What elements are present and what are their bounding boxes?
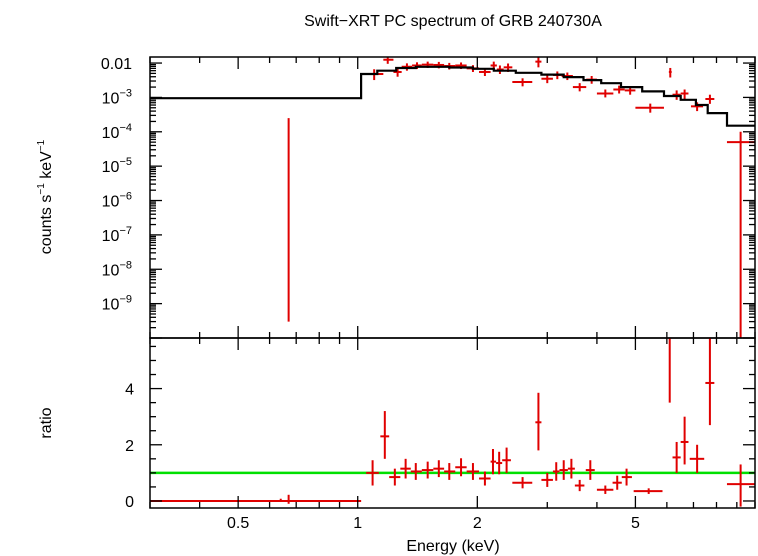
x-tick-label: 5 — [631, 515, 640, 532]
spectrum-point — [383, 57, 394, 64]
x-tick-label: 1 — [353, 515, 362, 532]
y-tick-label: 10−3 — [102, 87, 132, 107]
spectrum-point — [596, 89, 614, 98]
spectrum-axis-ticks: 0.01 10−3 10−4 10−5 10−6 10−7 10−8 10−9 — [101, 56, 756, 339]
ratio-point — [455, 458, 467, 477]
ratio-point — [444, 463, 456, 480]
ratio-point — [705, 338, 715, 426]
x-tick-label: 2 — [473, 515, 482, 532]
spectrum-point — [393, 67, 402, 77]
ratio-point — [380, 411, 390, 459]
spectrum-point — [635, 103, 664, 113]
ratio-point — [389, 468, 401, 486]
x-tick-label: 0.5 — [227, 515, 249, 532]
ratio-point — [479, 471, 491, 486]
ratio-point — [366, 460, 379, 486]
ratio-point — [680, 416, 689, 465]
ratio-point — [535, 392, 542, 451]
spectrum-point — [541, 74, 553, 84]
ratio-point — [567, 458, 575, 479]
ylabel-part-kev: keV — [38, 151, 55, 183]
chart-title: Swift−XRT PC spectrum of GRB 240730A — [304, 13, 602, 30]
ratio-point — [400, 458, 411, 479]
ratio-point — [150, 498, 362, 502]
ratio-point — [502, 447, 511, 473]
ratio-point — [421, 461, 434, 479]
ratio-axis-ticks: 0.5 1 2 5 0 2 4 — [125, 338, 756, 532]
ratio-y-axis-label: ratio — [38, 407, 55, 438]
y-tick-label: 10−5 — [102, 156, 132, 176]
y-tick-label: 10−7 — [102, 225, 132, 245]
ratio-point — [726, 464, 755, 507]
spectrum-point — [512, 78, 533, 87]
spectrum-point — [705, 94, 715, 104]
x-axis-label: Energy (keV) — [406, 538, 499, 555]
ratio-point — [612, 475, 622, 490]
ratio-point — [689, 444, 705, 473]
ratio-point — [559, 460, 568, 480]
ratio-point — [552, 462, 560, 481]
ratio-point — [596, 485, 614, 494]
ratio-point — [512, 477, 533, 489]
spectrum-model-line — [150, 65, 755, 127]
ratio-frame — [149, 337, 756, 509]
y-tick-label: 10−9 — [102, 294, 132, 314]
spectrum-point — [613, 85, 625, 94]
spectrum-point — [412, 62, 422, 70]
ratio-point — [585, 460, 595, 480]
ratio-data-points — [150, 338, 755, 507]
ratio-point — [410, 463, 422, 480]
spectrum-y-axis-label: counts s−1 keV−1 — [36, 139, 55, 254]
spectrum-point — [535, 57, 542, 68]
ratio-point — [633, 488, 663, 494]
y-tick-label: 2 — [125, 438, 134, 455]
y-tick-label: 0 — [125, 494, 134, 511]
ratio-point — [466, 463, 480, 480]
ratio-point — [541, 472, 553, 487]
spectrum-point — [572, 83, 587, 92]
ratio-point — [490, 448, 497, 475]
spectrum-panel: 0.01 10−3 10−4 10−5 10−6 10−7 10−8 10−9 counts … — [36, 56, 756, 339]
ratio-point — [496, 451, 503, 475]
y-tick-label: 10−8 — [102, 259, 132, 279]
y-tick-label: 0.01 — [101, 56, 132, 73]
ratio-point — [672, 441, 681, 473]
spectrum-point — [690, 102, 704, 112]
ylabel-part-exp2: −1 — [36, 139, 47, 151]
ratio-point — [574, 479, 585, 492]
y-tick-label: 10−4 — [102, 122, 132, 142]
ratio-point — [433, 460, 445, 478]
spectrum-point — [680, 89, 689, 99]
y-tick-label: 10−6 — [102, 191, 132, 211]
y-tick-label: 4 — [125, 382, 134, 399]
ratio-point — [621, 468, 632, 486]
ylabel-part-units: counts s — [38, 195, 55, 255]
spectrum-point — [668, 67, 672, 78]
ratio-panel: 0.5 1 2 5 0 2 4 ratio — [38, 337, 756, 532]
ylabel-part-exp1: −1 — [36, 183, 47, 195]
